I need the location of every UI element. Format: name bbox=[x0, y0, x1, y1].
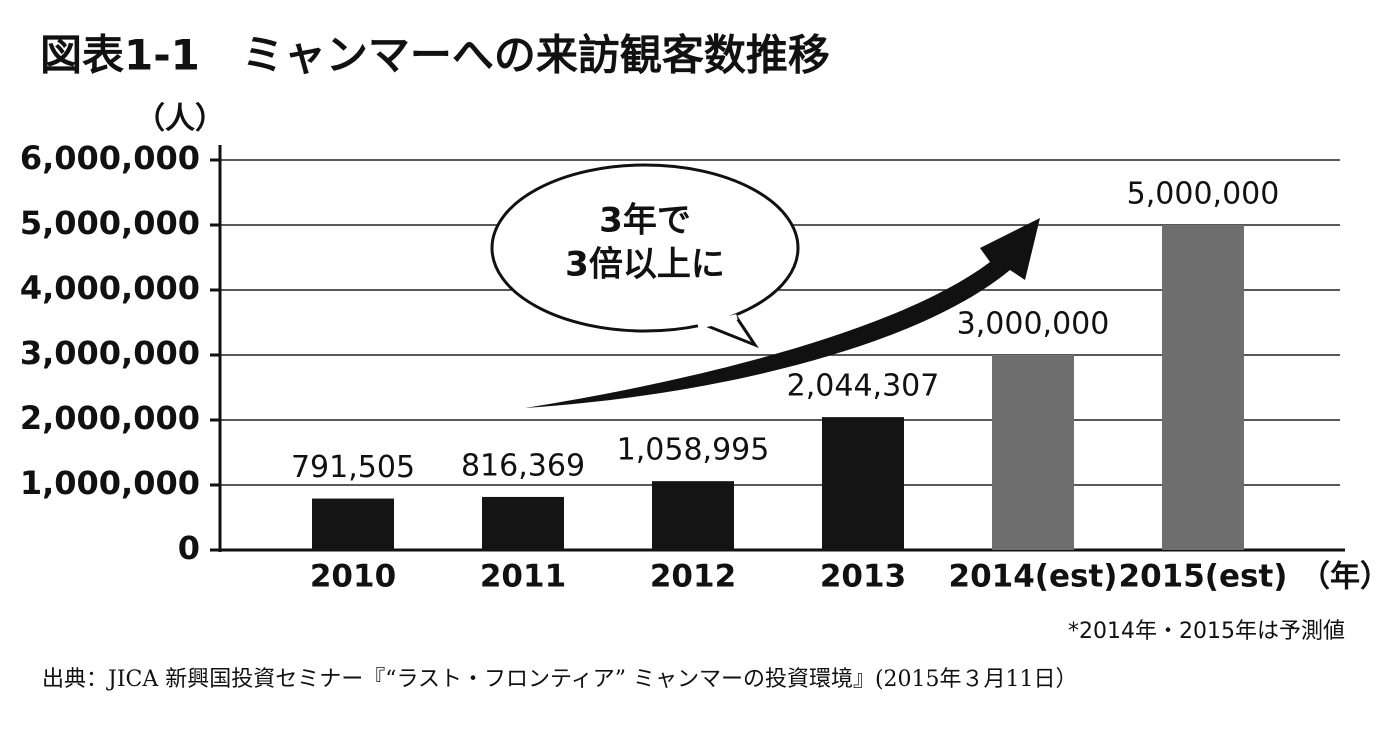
value-label: 3,000,000 bbox=[957, 307, 1110, 342]
plot: 0 1,000,000 2,000,000 3,000,000 4,000,000 5,0… bbox=[20, 139, 1345, 595]
x-tick-label: 2011 bbox=[480, 559, 566, 595]
note: *2014年・2015年は予測値 bbox=[1068, 619, 1345, 644]
callout bbox=[490, 163, 800, 333]
x-tick-label: 2015(est) bbox=[1119, 559, 1288, 595]
bar bbox=[1162, 225, 1244, 550]
value-label: 816,369 bbox=[461, 448, 585, 483]
value-label: 791,505 bbox=[291, 450, 415, 485]
bar bbox=[312, 498, 394, 550]
bar bbox=[992, 355, 1074, 550]
value-label: 1,058,995 bbox=[617, 433, 770, 468]
y-tick-label: 0 bbox=[178, 529, 200, 567]
bar bbox=[482, 496, 564, 550]
y-tick-label: 6,000,000 bbox=[20, 139, 200, 177]
y-tick-label: 4,000,000 bbox=[20, 269, 200, 307]
trend-arrow bbox=[525, 218, 1040, 408]
chart-title: 図表1-1 ミャンマーへの来訪観客数推移 bbox=[40, 31, 830, 80]
y-unit: （人） bbox=[135, 102, 225, 137]
y-tick-label: 1,000,000 bbox=[20, 464, 200, 502]
y-tick-label: 3,000,000 bbox=[20, 334, 200, 372]
annotation: 3年で bbox=[599, 201, 691, 241]
callout-join bbox=[697, 314, 738, 329]
y-tick-label: 2,000,000 bbox=[20, 399, 200, 437]
x-tick-label: 2012 bbox=[650, 559, 736, 595]
bar bbox=[822, 417, 904, 550]
x-tick-label: 2013 bbox=[820, 559, 906, 595]
annotation: 3倍以上に bbox=[565, 245, 725, 285]
bar bbox=[652, 481, 734, 550]
y-tick-label: 5,000,000 bbox=[20, 204, 200, 242]
value-label: 2,044,307 bbox=[787, 369, 940, 404]
source: 出典：JICA 新興国投資セミナー『“ラスト・フロンティア” ミャンマーの投資環… bbox=[42, 667, 1078, 692]
x-tick-label: 2014(est) bbox=[949, 559, 1118, 595]
x-tick-label: 2010 bbox=[310, 559, 396, 595]
x-unit: （年） bbox=[1300, 560, 1390, 595]
value-label: 5,000,000 bbox=[1127, 177, 1280, 212]
